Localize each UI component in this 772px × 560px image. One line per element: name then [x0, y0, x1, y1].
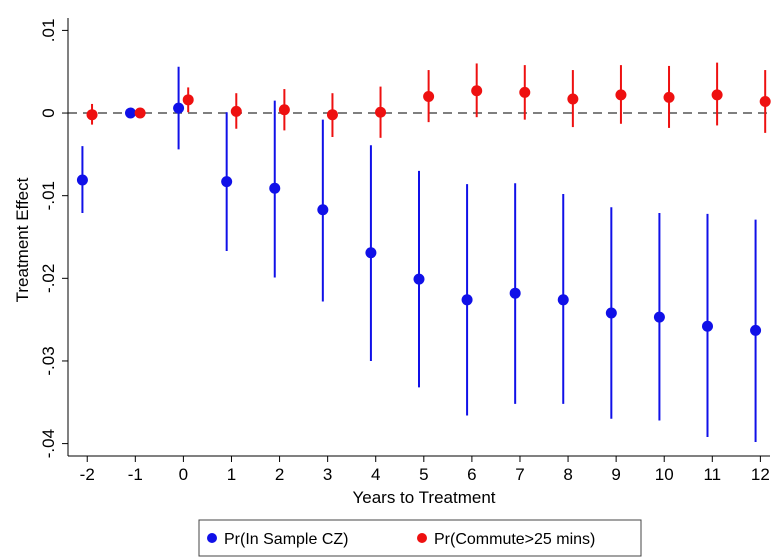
x-axis-title: Years to Treatment: [352, 488, 495, 507]
point-in-sample-cz: [317, 204, 329, 216]
x-tick-label: 5: [419, 465, 428, 484]
legend: Pr(In Sample CZ) Pr(Commute>25 mins): [198, 519, 642, 557]
point-commute: [519, 86, 531, 98]
x-tick-label: 8: [563, 465, 572, 484]
point-commute: [134, 107, 146, 119]
x-tick-label: 1: [227, 465, 236, 484]
legend-marker-in-sample-cz: [207, 533, 217, 543]
y-tick-label: -.03: [39, 346, 58, 375]
point-in-sample-cz: [557, 294, 569, 306]
point-commute: [615, 89, 627, 101]
x-tick-label: 11: [703, 465, 721, 484]
legend-label-commute: Pr(Commute>25 mins): [434, 531, 595, 548]
x-tick-label: 0: [179, 465, 188, 484]
x-tick-label: -1: [128, 465, 143, 484]
x-tick-label: 10: [655, 465, 674, 484]
x-tick-label: 6: [467, 465, 476, 484]
point-in-sample-cz: [750, 324, 762, 336]
point-commute: [326, 109, 338, 121]
x-tick-label: 9: [611, 465, 620, 484]
x-tick-label: 7: [515, 465, 524, 484]
point-in-sample-cz: [76, 174, 88, 186]
y-tick-label: 0: [39, 108, 58, 117]
point-commute: [567, 93, 579, 105]
point-in-sample-cz: [221, 176, 233, 188]
y-tick-label: -.04: [39, 429, 58, 458]
point-commute: [375, 106, 387, 118]
point-commute: [471, 85, 483, 97]
point-commute: [759, 95, 771, 107]
axes: .010-.01-.02-.03-.04-2 -1 0 1 2 3 4 5 6 7 8 9 10 11 12: [39, 18, 770, 484]
point-in-sample-cz: [509, 287, 521, 299]
x-tick-label: 12: [751, 465, 770, 484]
point-commute: [182, 94, 194, 106]
y-tick-label: -.02: [39, 264, 58, 293]
x-tick-label: 2: [275, 465, 284, 484]
point-commute: [663, 91, 675, 103]
y-axis-title: Treatment Effect: [13, 177, 32, 302]
point-in-sample-cz: [173, 102, 185, 114]
point-commute: [86, 109, 98, 121]
point-commute: [230, 105, 242, 117]
point-commute: [278, 104, 290, 116]
point-in-sample-cz: [605, 307, 617, 319]
plot-area: [68, 62, 771, 442]
point-in-sample-cz: [413, 273, 425, 285]
x-tick-label: 4: [371, 465, 380, 484]
point-in-sample-cz: [461, 294, 473, 306]
point-commute: [711, 89, 723, 101]
point-in-sample-cz: [701, 320, 713, 332]
point-in-sample-cz: [269, 182, 281, 194]
legend-label-in-sample-cz: Pr(In Sample CZ): [224, 531, 348, 548]
y-tick-label: .01: [39, 19, 58, 43]
point-commute: [423, 91, 435, 103]
point-in-sample-cz: [365, 247, 377, 259]
legend-marker-commute: [417, 533, 427, 543]
point-in-sample-cz: [125, 107, 137, 119]
point-in-sample-cz: [653, 311, 665, 323]
y-tick-label: -.01: [39, 181, 58, 210]
x-tick-label: 3: [323, 465, 332, 484]
x-tick-label: -2: [80, 465, 95, 484]
